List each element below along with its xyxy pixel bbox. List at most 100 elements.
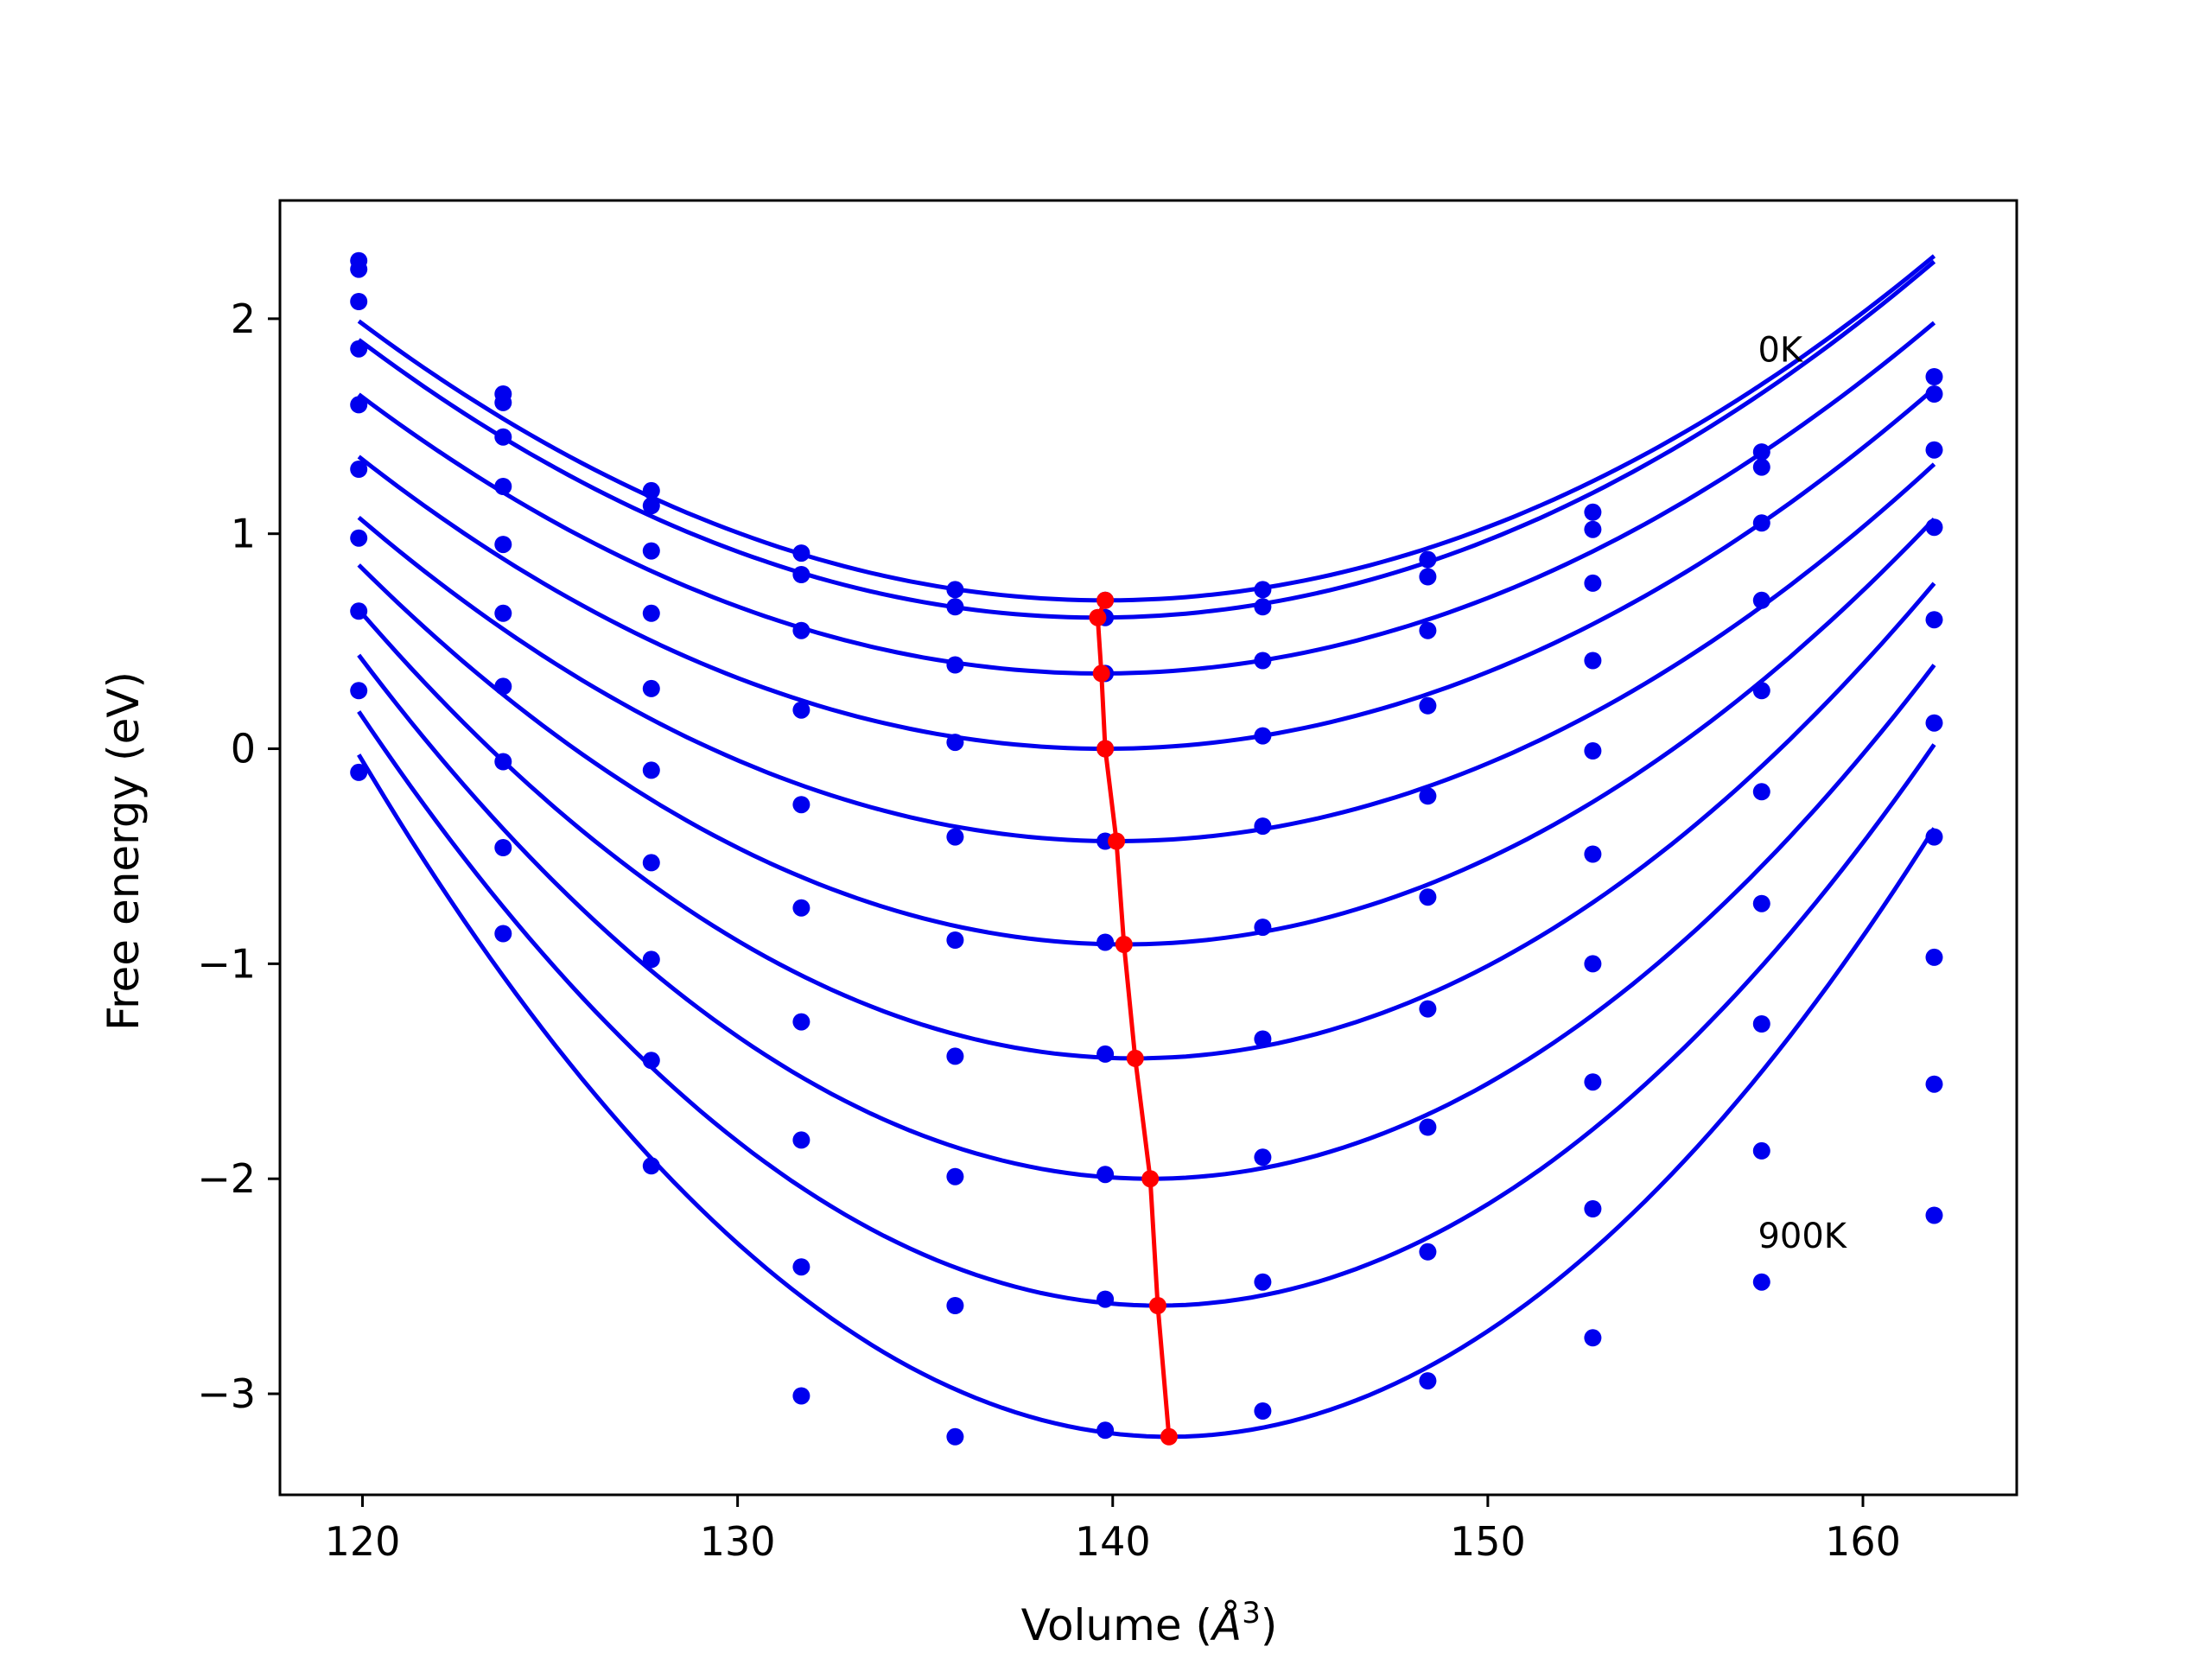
data-point-s7-p7 [1419,1118,1437,1136]
data-point-s3-p0 [350,340,368,358]
y-axis-label: Free energy (eV) [99,671,149,1031]
y-tick-label--1: −1 [197,940,256,987]
data-point-s8-p10 [1925,1075,1943,1093]
data-point-s1-p7 [1419,568,1437,586]
y-tick-label--2: −2 [197,1155,256,1202]
minimum-point-5 [1115,936,1133,953]
data-point-s0-p3 [792,544,810,563]
data-point-s3-p2 [642,604,660,622]
data-point-s7-p3 [792,1131,810,1149]
data-point-s2-p2 [642,542,660,560]
minimum-point-6 [1126,1049,1144,1067]
fit-curve-4 [357,462,1936,843]
data-point-s3-p3 [792,701,810,719]
data-point-s9-p8 [1584,1329,1602,1347]
y-tick-label-2: 2 [231,296,256,342]
data-point-s4-p10 [1925,611,1943,629]
data-point-s1-p8 [1584,520,1602,538]
annotation-1: 900K [1758,1217,1847,1256]
data-point-s6-p7 [1419,1000,1437,1018]
data-point-s1-p6 [1254,598,1272,616]
data-point-s7-p2 [642,950,660,969]
x-tick-label-130: 130 [700,1518,776,1565]
x-tick-label-120: 120 [325,1518,401,1565]
data-point-s9-p2 [642,1157,660,1175]
data-point-s3-p10 [1925,518,1943,537]
x-axis-ticks: 120 130 140 150 160 [325,1495,1901,1565]
data-point-s7-p8 [1584,1073,1602,1091]
data-point-s3-p6 [1254,727,1272,745]
fit-curve-3 [357,386,1936,751]
data-point-s2-p6 [1254,652,1272,670]
data-point-s1-p1 [494,393,512,411]
x-tick-label-160: 160 [1825,1518,1901,1565]
x-axis-label: Volume (Å3) [1021,1596,1278,1650]
data-point-s4-p6 [1254,817,1272,836]
data-point-s8-p2 [642,1052,660,1070]
fit-curves [357,254,1936,1440]
data-point-s0-p2 [642,481,660,499]
data-points [350,251,1943,1446]
data-point-s7-p1 [494,753,512,771]
data-point-s1-p10 [1925,385,1943,403]
data-point-s9-p1 [494,925,512,943]
x-tick-label-150: 150 [1450,1518,1526,1565]
minima-line [1095,599,1172,1438]
data-point-s6-p2 [642,854,660,872]
y-tick-label-1: 1 [231,511,256,557]
data-point-s9-p9 [1752,1273,1770,1291]
data-point-s8-p6 [1254,1273,1272,1291]
data-point-s5-p0 [350,461,368,478]
data-point-s8-p0 [350,682,368,700]
plot-frame [278,199,2018,1497]
data-point-s4-p4 [946,828,964,846]
data-point-s6-p9 [1752,894,1770,912]
data-point-s8-p8 [1584,1200,1602,1217]
minimum-point-1 [1089,608,1107,626]
minimum-point-3 [1096,740,1115,758]
data-point-s2-p7 [1419,621,1437,639]
data-point-s4-p7 [1419,787,1437,805]
data-point-s7-p4 [946,1167,964,1185]
data-point-s5-p4 [946,931,964,949]
annotations: 0K 900K [1758,331,1847,1256]
data-point-s8-p9 [1752,1141,1770,1160]
y-tick-label--3: −3 [197,1370,256,1417]
data-point-s5-p8 [1584,845,1602,863]
data-point-s1-p0 [350,260,368,278]
data-point-s0-p4 [946,581,964,599]
data-point-s9-p3 [792,1387,810,1405]
data-point-s9-p7 [1419,1372,1437,1390]
data-point-s8-p3 [792,1258,810,1276]
data-point-s8-p7 [1419,1243,1437,1261]
annotation-0: 0K [1758,331,1803,371]
data-point-s2-p10 [1925,441,1943,459]
data-point-s6-p1 [494,677,512,696]
data-point-s0-p9 [1752,443,1770,461]
data-point-s5-p10 [1925,714,1943,732]
data-point-s1-p2 [642,497,660,515]
data-point-s5-p5 [1096,933,1115,951]
data-point-s6-p4 [946,1047,964,1065]
fit-curve-1 [357,259,1936,620]
data-point-s1-p3 [792,566,810,583]
data-point-s0-p6 [1254,581,1272,599]
data-point-s5-p2 [642,761,660,779]
data-point-s5-p1 [494,604,512,622]
data-point-s7-p6 [1254,1148,1272,1166]
data-point-s7-p5 [1096,1166,1115,1184]
data-point-s3-p1 [494,478,512,495]
data-point-s6-p3 [792,1013,810,1031]
fit-curve-6 [357,582,1936,1061]
data-point-s0-p10 [1925,368,1943,385]
data-point-s7-p10 [1925,948,1943,966]
minimum-point-8 [1148,1297,1166,1314]
data-point-s2-p0 [350,293,368,310]
data-point-s0-p7 [1419,550,1437,569]
data-point-s4-p1 [494,536,512,554]
data-point-s2-p9 [1752,514,1770,532]
data-point-s6-p10 [1925,828,1943,846]
x-tick-label-140: 140 [1075,1518,1151,1565]
minimum-point-4 [1108,832,1126,850]
